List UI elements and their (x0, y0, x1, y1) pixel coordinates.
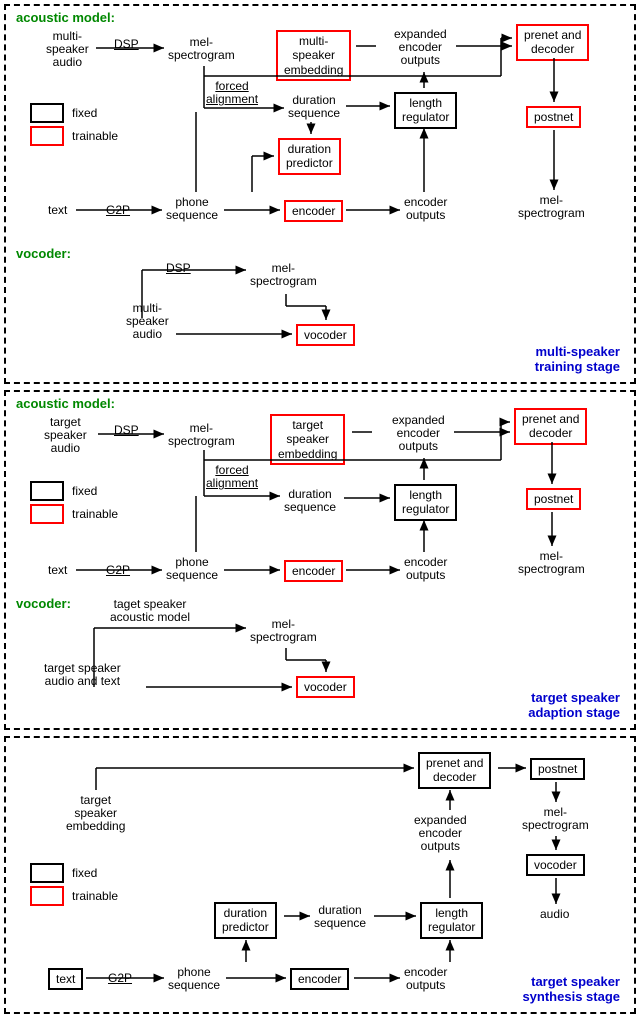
ds2: durationsequence (284, 488, 336, 514)
lr2: lengthregulator (394, 484, 457, 521)
eeo2: expandedencoderoutputs (392, 414, 445, 454)
legend-trainable2: trainable (72, 507, 118, 521)
fa: forcedalignment (206, 80, 258, 106)
mel5: mel-spectrogram (522, 806, 589, 832)
stage3-panel: targetspeakerembedding prenet anddecoder… (4, 736, 636, 1014)
legend3: fixed trainable (30, 860, 118, 909)
legend-trainable: trainable (72, 129, 118, 143)
pd3: prenet anddecoder (418, 752, 491, 789)
pn: postnet (526, 106, 581, 128)
legend-trainable-box3 (30, 886, 64, 906)
am-label2: acoustic model: (16, 396, 115, 411)
text: text (48, 204, 67, 217)
eeo3: expandedencoderoutputs (414, 814, 467, 854)
dp: durationpredictor (278, 138, 341, 175)
stage2-title: target speakeradaption stage (528, 690, 620, 720)
text3: text (48, 968, 83, 990)
vmsa: multi-speakeraudio (126, 302, 169, 342)
legend-fixed-box (30, 103, 64, 123)
pn2: postnet (526, 488, 581, 510)
stage2-panel: acoustic model: targetspeakeraudio DSP m… (4, 390, 636, 730)
legend-trainable-box (30, 126, 64, 146)
g2p2: G2P (106, 564, 130, 577)
ps: phonesequence (166, 196, 218, 222)
dsp: DSP (114, 38, 139, 51)
enc3: encoder (290, 968, 349, 990)
mel4: mel-spectrogram (518, 550, 585, 576)
pd2: prenet anddecoder (514, 408, 587, 445)
ps2: phonesequence (166, 556, 218, 582)
voc-label: vocoder: (16, 246, 71, 261)
legend-fixed-box3 (30, 863, 64, 883)
g2p3: G2P (108, 972, 132, 985)
vmel2: mel-spectrogram (250, 618, 317, 644)
vvoc2: vocoder (296, 676, 355, 698)
fa2: forcedalignment (206, 464, 258, 490)
eo: encoderoutputs (404, 196, 447, 222)
eo3: encoderoutputs (404, 966, 447, 992)
tse: targetspeakerembedding (270, 414, 345, 465)
lr: lengthregulator (394, 92, 457, 129)
legend-fixed2: fixed (72, 484, 97, 498)
stage1-title: multi-speakertraining stage (535, 344, 620, 374)
legend-trainable3: trainable (72, 889, 118, 903)
dp3: durationpredictor (214, 902, 277, 939)
legend-fixed3: fixed (72, 866, 97, 880)
legend2: fixed trainable (30, 478, 118, 527)
eeo: expandedencoderoutputs (394, 28, 447, 68)
lr3: lengthregulator (420, 902, 483, 939)
msa: multi-speakeraudio (46, 30, 89, 70)
g2p: G2P (106, 204, 130, 217)
mel: mel-spectrogram (168, 36, 235, 62)
voc-label2: vocoder: (16, 596, 71, 611)
legend1: fixed trainable (30, 100, 118, 149)
am-label: acoustic model: (16, 10, 115, 25)
stage1-panel: acoustic model: multi-speakeraudio DSP m… (4, 4, 636, 384)
mel2: mel-spectrogram (518, 194, 585, 220)
enc2: encoder (284, 560, 343, 582)
pd: prenet anddecoder (516, 24, 589, 61)
tse3: targetspeakerembedding (66, 794, 125, 834)
tsat: target speakeraudio and text (44, 662, 121, 688)
ds3: durationsequence (314, 904, 366, 930)
eo2: encoderoutputs (404, 556, 447, 582)
tsam: taget speakeracoustic model (110, 598, 190, 624)
audio: audio (540, 908, 569, 921)
ps3: phonesequence (168, 966, 220, 992)
vvoc: vocoder (296, 324, 355, 346)
text2: text (48, 564, 67, 577)
dsp2: DSP (114, 424, 139, 437)
legend-fixed-box2 (30, 481, 64, 501)
enc: encoder (284, 200, 343, 222)
mel3: mel-spectrogram (168, 422, 235, 448)
legend-fixed: fixed (72, 106, 97, 120)
tsa: targetspeakeraudio (44, 416, 87, 456)
vmel: mel-spectrogram (250, 262, 317, 288)
pn3: postnet (530, 758, 585, 780)
voc3: vocoder (526, 854, 585, 876)
legend-trainable-box2 (30, 504, 64, 524)
ds: durationsequence (288, 94, 340, 120)
mse: multi-speakerembedding (276, 30, 351, 81)
vdsp: DSP (166, 262, 191, 275)
stage3-title: target speakersynthesis stage (522, 974, 620, 1004)
